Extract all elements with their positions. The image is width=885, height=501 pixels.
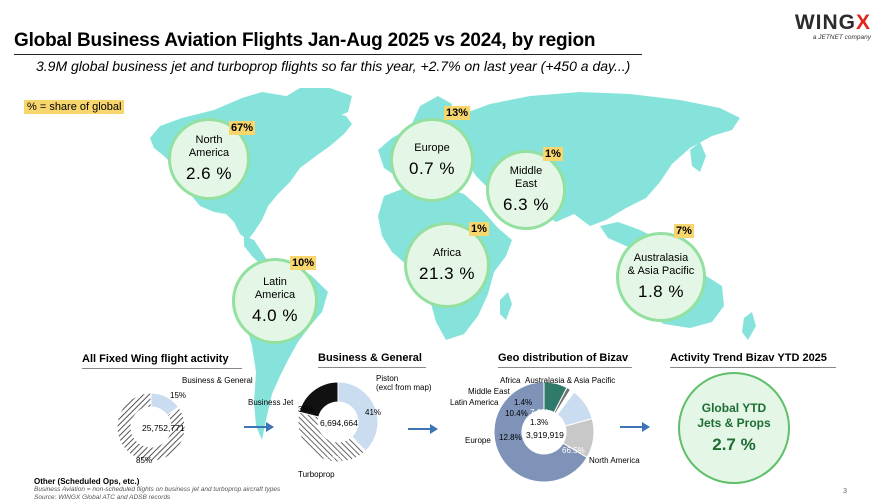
all-label-other: Other (Scheduled Ops, etc.) bbox=[34, 477, 140, 486]
trend-rule bbox=[670, 367, 836, 368]
region-share-north-america: 67% bbox=[229, 121, 256, 135]
trend-value: 2.7 % bbox=[712, 435, 756, 454]
logo-tagline: a JETNET company bbox=[812, 34, 871, 41]
bga-pct-piston: 41% bbox=[365, 408, 382, 417]
all-label-business-general: Business & General bbox=[182, 376, 253, 385]
logo-word-accent: X bbox=[855, 11, 871, 34]
geo-total: 3,919,919 bbox=[526, 430, 564, 440]
region-name: Middle East bbox=[509, 165, 543, 190]
all-activity-heading: All Fixed Wing flight activity bbox=[82, 353, 229, 365]
geo-label-asia-pacific: Australasia & Asia Pacific bbox=[525, 376, 616, 385]
region-bubble-asia-pacific: Australasia & Asia Pacific 1.8 % bbox=[616, 232, 706, 322]
region-name: North America bbox=[188, 134, 230, 159]
geo-label-latin-america: Latin America bbox=[450, 398, 499, 407]
region-name: Latin America bbox=[254, 276, 296, 301]
region-bubble-latin-america: Latin America 4.0 % bbox=[232, 258, 318, 344]
region-bubble-middle-east: Middle East 6.3 % bbox=[486, 150, 566, 230]
geo-rule bbox=[498, 367, 632, 368]
region-share-middle-east: 1% bbox=[543, 147, 563, 161]
slice-other-scheduled-ops-etc- bbox=[116, 392, 186, 462]
bga-label-turboprop: Turboprop bbox=[298, 470, 335, 479]
region-share-africa: 1% bbox=[469, 222, 489, 236]
geo-label-middle-east: Middle East bbox=[468, 387, 510, 396]
region-name: Australasia & Asia Pacific bbox=[627, 252, 695, 277]
region-growth: 21.3 % bbox=[419, 263, 475, 283]
geo-pct-africa: 1.4% bbox=[514, 398, 533, 407]
bga-pct-turboprop: 21% bbox=[327, 455, 344, 464]
donut-all-activity bbox=[116, 392, 186, 462]
footnote: Business Aviation = non-scheduled flight… bbox=[34, 486, 281, 493]
map-new-zealand bbox=[742, 312, 756, 340]
region-growth: 6.3 % bbox=[503, 195, 549, 214]
region-bubble-africa: Africa 21.3 % bbox=[404, 222, 490, 308]
geo-pct-north-america: 66.5% bbox=[562, 446, 585, 455]
bga-pct-jet: 38% bbox=[298, 405, 315, 414]
geo-pct-latin-america: 10.4% bbox=[505, 409, 528, 418]
geo-pct-asia-pacific: 7.6% bbox=[530, 408, 549, 417]
region-name: Africa bbox=[432, 246, 462, 259]
arrow-2-head bbox=[430, 424, 438, 434]
slice-business-jet bbox=[337, 381, 379, 452]
bga-total: 6,694,664 bbox=[320, 418, 358, 428]
trend-circle: Global YTD Jets & Props 2.7 % bbox=[678, 372, 790, 484]
region-share-latin-america: 10% bbox=[290, 256, 317, 270]
geo-pct-middle-east: 1.3% bbox=[530, 418, 549, 427]
geo-label-north-america: North America bbox=[589, 456, 640, 465]
region-growth: 4.0 % bbox=[252, 306, 298, 325]
slice-piston-excl-from-map- bbox=[297, 411, 367, 463]
slice-turboprop bbox=[298, 381, 339, 418]
arrow-3-head bbox=[642, 422, 650, 432]
all-pct-business-general: 15% bbox=[170, 391, 187, 400]
region-share-asia-pacific: 7% bbox=[674, 224, 694, 238]
donut-geo-distribution bbox=[493, 381, 595, 483]
geo-label-africa: Africa bbox=[500, 376, 521, 385]
arrow-1-head bbox=[266, 422, 274, 432]
share-legend-key: % = share of global bbox=[24, 100, 125, 114]
source-note: Source: WINGX Global ATC and ADSB record… bbox=[34, 494, 171, 501]
region-name: Europe bbox=[414, 141, 450, 154]
page-title: Global Business Aviation Flights Jan-Aug… bbox=[14, 30, 596, 51]
page-subtitle: 3.9M global business jet and turboprop f… bbox=[36, 58, 631, 74]
region-growth: 0.7 % bbox=[409, 158, 455, 178]
map-japan bbox=[690, 142, 706, 172]
region-growth: 1.8 % bbox=[638, 282, 684, 301]
arrow-3-line bbox=[620, 426, 642, 428]
arrow-2-line bbox=[408, 428, 430, 430]
wingx-logo: WINGX a JETNET company bbox=[795, 12, 871, 41]
map-madagascar bbox=[500, 292, 512, 320]
region-growth: 2.6 % bbox=[186, 164, 232, 183]
trend-text: Global YTD Jets & Props bbox=[697, 401, 771, 430]
logo-word-main: WING bbox=[794, 11, 856, 34]
page-number: 3 bbox=[843, 488, 847, 495]
slice-north-america bbox=[493, 381, 588, 483]
trend-heading: Activity Trend Bizav YTD 2025 bbox=[670, 352, 827, 364]
map-central-america bbox=[244, 236, 268, 266]
map-greenland bbox=[280, 88, 352, 120]
arrow-1-line bbox=[244, 426, 266, 428]
bga-rule bbox=[318, 367, 426, 368]
geo-pct-europe: 12.8% bbox=[499, 433, 522, 442]
bga-label-business-jet: Business Jet bbox=[248, 398, 294, 407]
bga-heading: Business & General bbox=[318, 352, 422, 364]
region-bubble-europe: Europe 0.7 % bbox=[390, 118, 474, 202]
bga-label-piston: Piston (excl from map) bbox=[376, 374, 432, 392]
all-activity-rule bbox=[82, 368, 242, 369]
geo-heading: Geo distribution of Bizav bbox=[498, 352, 629, 364]
donut-business-general bbox=[297, 381, 379, 463]
region-share-europe: 13% bbox=[444, 106, 471, 120]
title-underline bbox=[14, 54, 642, 55]
all-total: 25,752,771 bbox=[142, 423, 185, 433]
all-pct-other: 85% bbox=[136, 456, 153, 465]
geo-label-europe: Europe bbox=[465, 436, 491, 445]
